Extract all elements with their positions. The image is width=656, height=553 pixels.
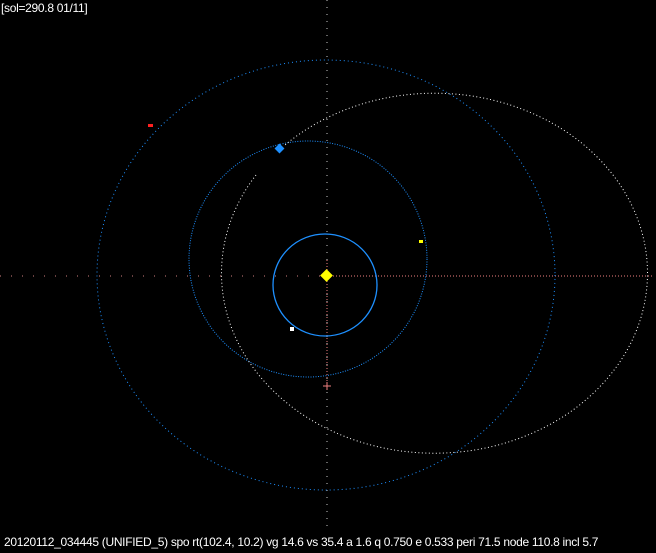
sol-readout: [sol=290.8 01/11] [1, 1, 88, 15]
earth-marker [274, 143, 285, 154]
inner-planet-orbit [272, 233, 378, 337]
outer-planet-orbit [96, 59, 556, 491]
orbit-info: 20120112_034445 (UNIFIED_5) spo rt(102.4… [4, 535, 599, 549]
mercury-marker [290, 327, 294, 331]
mars-marker [148, 124, 153, 127]
meteoroid-orbit [221, 92, 648, 454]
perihelion-cross-icon [323, 382, 331, 390]
sun-icon [320, 269, 333, 282]
earth-orbit [188, 140, 428, 378]
venus-marker [419, 240, 423, 243]
